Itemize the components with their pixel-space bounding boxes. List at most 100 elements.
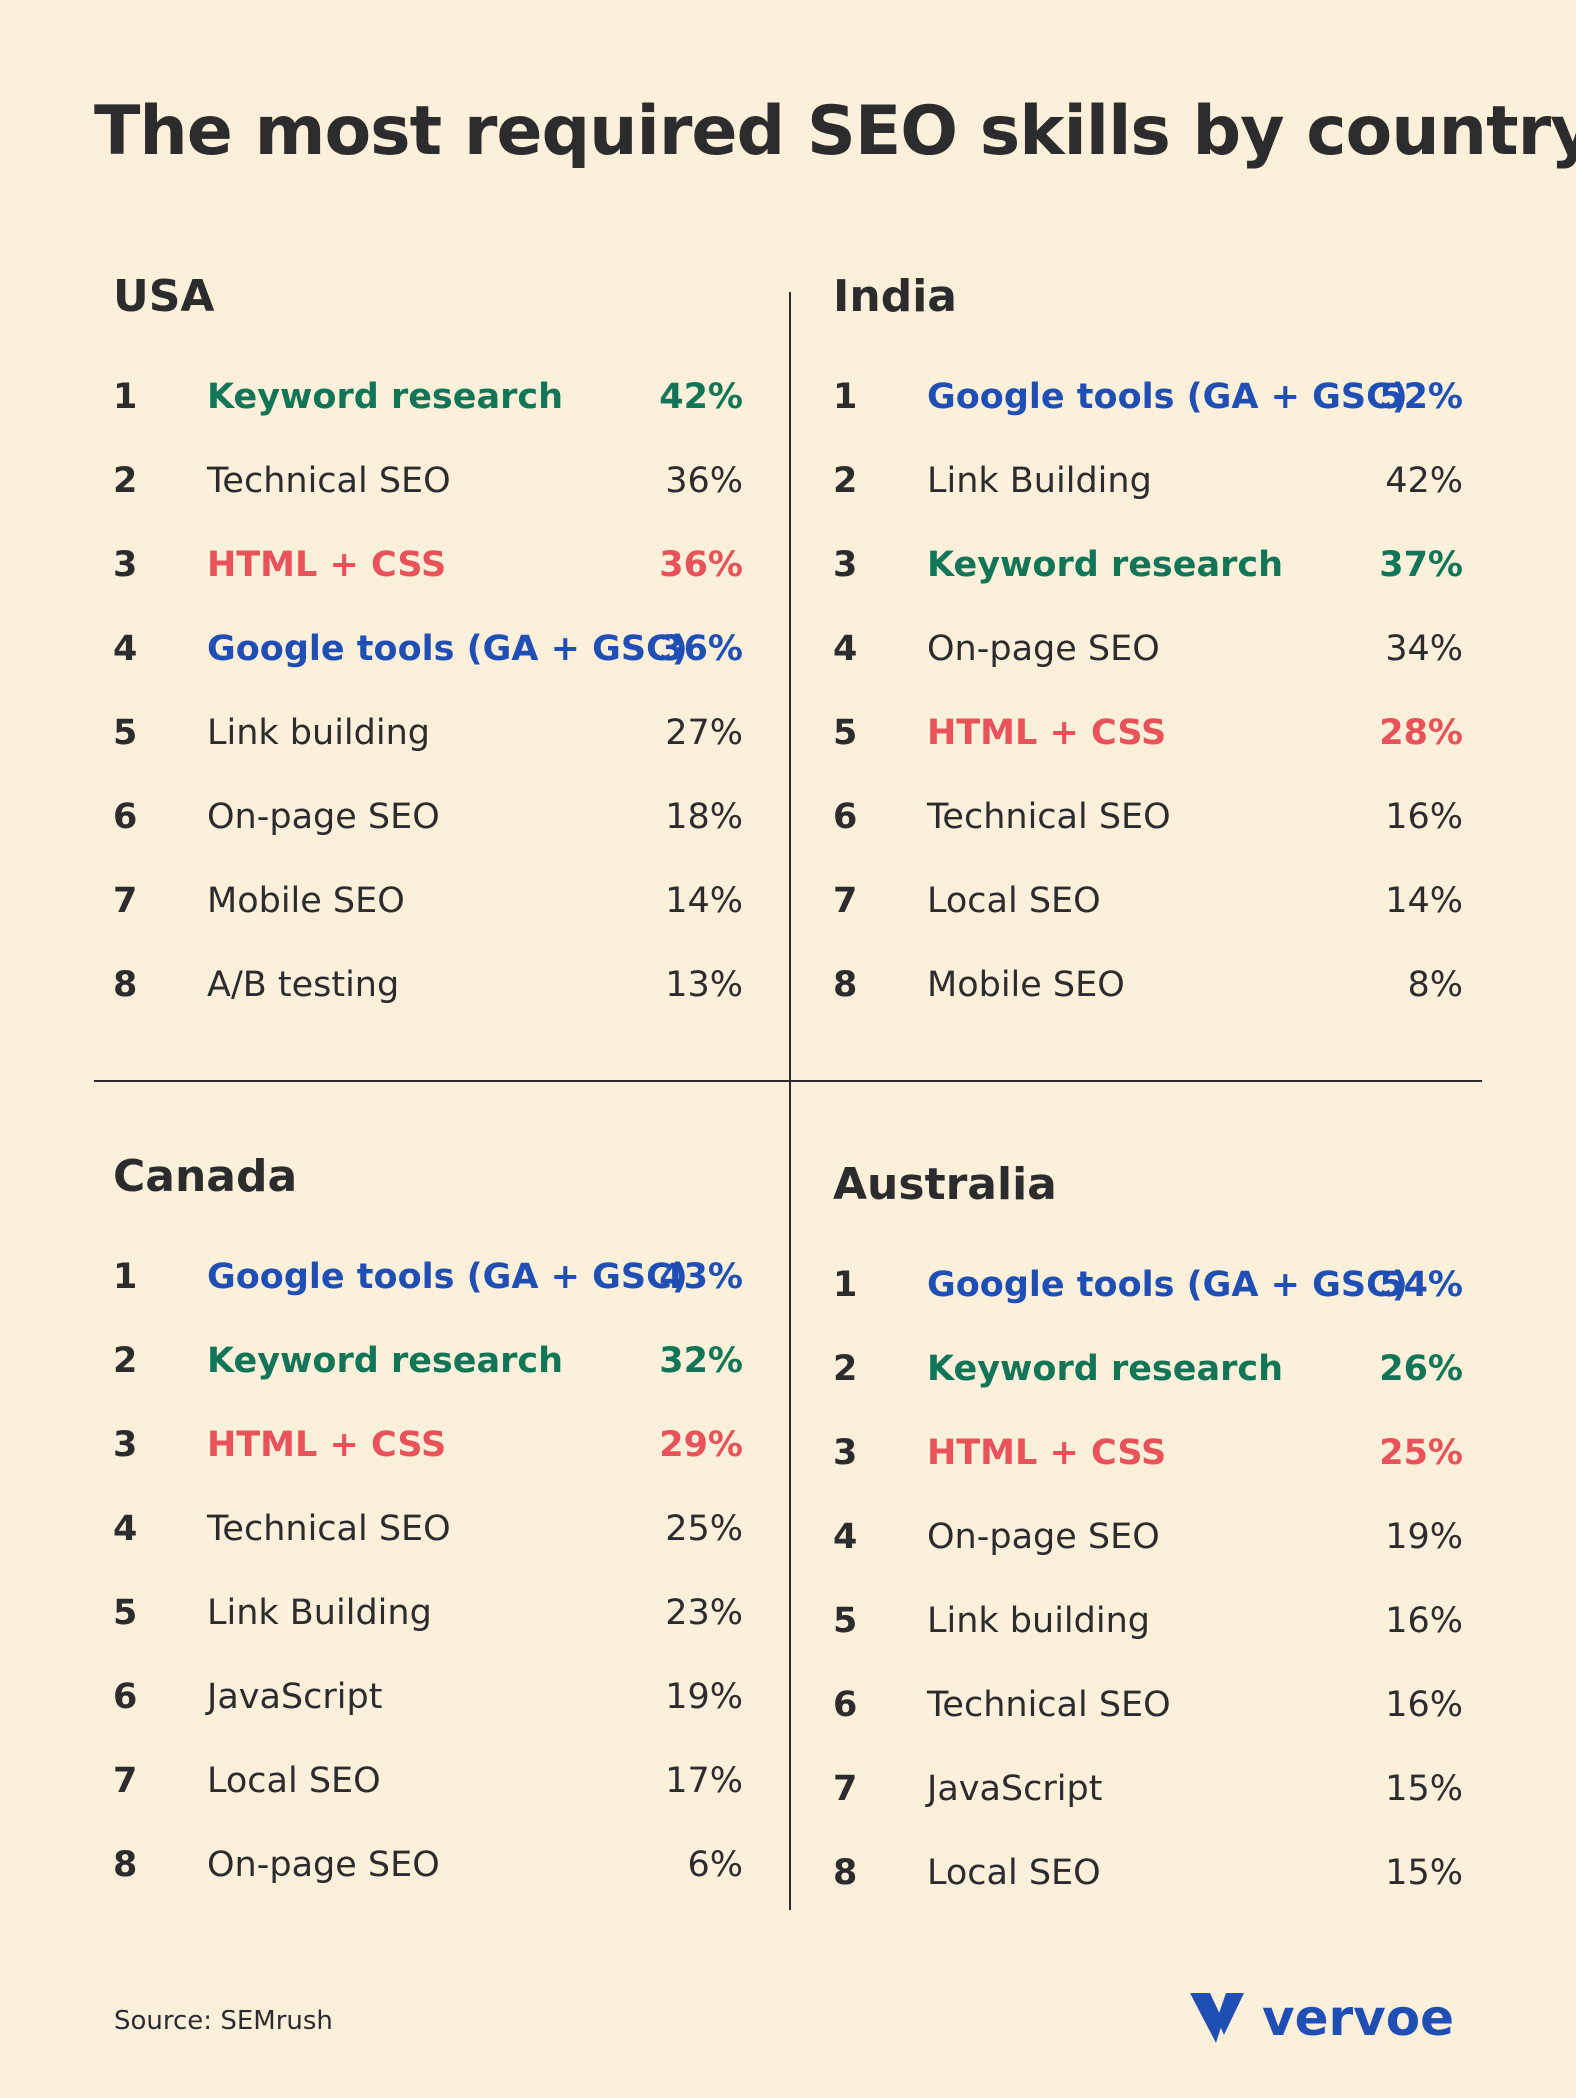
skill-label: A/B testing bbox=[207, 965, 400, 1005]
percent-label: 16% bbox=[1385, 1601, 1463, 1641]
rank-label: 4 bbox=[833, 1517, 858, 1557]
table-row: 8 Local SEO 15% bbox=[833, 1848, 1463, 1898]
table-row: 2 Keyword research 32% bbox=[113, 1336, 743, 1386]
percent-label: 29% bbox=[659, 1425, 743, 1465]
skill-label: On-page SEO bbox=[927, 629, 1160, 669]
percent-label: 14% bbox=[1385, 881, 1463, 921]
rank-label: 6 bbox=[113, 1677, 138, 1717]
table-row: 6 Technical SEO 16% bbox=[833, 792, 1463, 842]
skill-label: Google tools (GA + GSC) bbox=[927, 1265, 1408, 1305]
table-row: 5 HTML + CSS 28% bbox=[833, 708, 1463, 758]
skill-label: HTML + CSS bbox=[207, 545, 447, 585]
percent-label: 32% bbox=[659, 1341, 743, 1381]
table-row: 7 Local SEO 17% bbox=[113, 1756, 743, 1806]
vervoe-v-icon bbox=[1190, 1993, 1244, 2043]
rank-label: 2 bbox=[833, 1349, 858, 1389]
table-row: 5 Link building 16% bbox=[833, 1596, 1463, 1646]
table-row: 8 A/B testing 13% bbox=[113, 960, 743, 1010]
rank-label: 3 bbox=[113, 1425, 138, 1465]
skill-label: HTML + CSS bbox=[207, 1425, 447, 1465]
table-row: 4 On-page SEO 19% bbox=[833, 1512, 1463, 1562]
rank-label: 8 bbox=[833, 1853, 858, 1893]
brand-logo: vervoe bbox=[1190, 1988, 1454, 2048]
table-row: 1 Google tools (GA + GSC) 52% bbox=[833, 372, 1463, 422]
percent-label: 36% bbox=[665, 461, 743, 501]
skill-label: Keyword research bbox=[927, 1349, 1284, 1389]
vertical-divider bbox=[789, 292, 791, 1910]
percent-label: 25% bbox=[1379, 1433, 1463, 1473]
rank-label: 4 bbox=[113, 1509, 138, 1549]
table-row: 8 On-page SEO 6% bbox=[113, 1840, 743, 1890]
skill-label: Keyword research bbox=[207, 377, 564, 417]
table-row: 1 Google tools (GA + GSC) 54% bbox=[833, 1260, 1463, 1310]
rank-label: 4 bbox=[113, 629, 138, 669]
percent-label: 37% bbox=[1379, 545, 1463, 585]
rank-label: 1 bbox=[833, 377, 858, 417]
percent-label: 27% bbox=[665, 713, 743, 753]
rank-label: 1 bbox=[833, 1265, 858, 1305]
rank-label: 2 bbox=[113, 461, 138, 501]
country-title: Australia bbox=[833, 1159, 1057, 1210]
percent-label: 8% bbox=[1407, 965, 1463, 1005]
rank-label: 7 bbox=[833, 881, 858, 921]
percent-label: 36% bbox=[659, 545, 743, 585]
skill-label: JavaScript bbox=[927, 1769, 1103, 1809]
rank-label: 7 bbox=[113, 1761, 138, 1801]
percent-label: 36% bbox=[659, 629, 743, 669]
table-row: 1 Keyword research 42% bbox=[113, 372, 743, 422]
rank-label: 6 bbox=[833, 797, 858, 837]
rank-label: 6 bbox=[833, 1685, 858, 1725]
skill-label: Google tools (GA + GSC) bbox=[207, 1257, 688, 1297]
rank-label: 5 bbox=[833, 1601, 858, 1641]
table-row: 4 Google tools (GA + GSC) 36% bbox=[113, 624, 743, 674]
rank-label: 6 bbox=[113, 797, 138, 837]
rank-label: 8 bbox=[113, 1845, 138, 1885]
skill-label: Mobile SEO bbox=[207, 881, 405, 921]
percent-label: 25% bbox=[665, 1509, 743, 1549]
rank-label: 5 bbox=[833, 713, 858, 753]
skill-label: On-page SEO bbox=[207, 797, 440, 837]
skill-label: Technical SEO bbox=[927, 1685, 1171, 1725]
country-title: Canada bbox=[113, 1151, 298, 1202]
table-row: 5 Link building 27% bbox=[113, 708, 743, 758]
percent-label: 16% bbox=[1385, 797, 1463, 837]
rank-label: 3 bbox=[833, 1433, 858, 1473]
rank-label: 8 bbox=[113, 965, 138, 1005]
page-title: The most required SEO skills by country bbox=[94, 92, 1576, 171]
skill-label: Technical SEO bbox=[207, 461, 451, 501]
table-row: 5 Link Building 23% bbox=[113, 1588, 743, 1638]
percent-label: 34% bbox=[1385, 629, 1463, 669]
percent-label: 54% bbox=[1379, 1265, 1463, 1305]
skill-label: Google tools (GA + GSC) bbox=[927, 377, 1408, 417]
skill-label: Technical SEO bbox=[207, 1509, 451, 1549]
rank-label: 2 bbox=[833, 461, 858, 501]
percent-label: 43% bbox=[659, 1257, 743, 1297]
skill-label: Technical SEO bbox=[927, 797, 1171, 837]
percent-label: 6% bbox=[687, 1845, 743, 1885]
rank-label: 7 bbox=[113, 881, 138, 921]
table-row: 7 Mobile SEO 14% bbox=[113, 876, 743, 926]
rank-label: 1 bbox=[113, 1257, 138, 1297]
percent-label: 17% bbox=[665, 1761, 743, 1801]
rank-label: 4 bbox=[833, 629, 858, 669]
percent-label: 42% bbox=[659, 377, 743, 417]
percent-label: 23% bbox=[665, 1593, 743, 1633]
table-row: 8 Mobile SEO 8% bbox=[833, 960, 1463, 1010]
skill-label: Local SEO bbox=[927, 881, 1101, 921]
skill-label: Google tools (GA + GSC) bbox=[207, 629, 688, 669]
table-row: 6 JavaScript 19% bbox=[113, 1672, 743, 1722]
table-row: 3 HTML + CSS 36% bbox=[113, 540, 743, 590]
skill-label: Link Building bbox=[927, 461, 1152, 501]
table-row: 2 Link Building 42% bbox=[833, 456, 1463, 506]
skill-label: On-page SEO bbox=[207, 1845, 440, 1885]
rank-label: 5 bbox=[113, 1593, 138, 1633]
country-title: USA bbox=[113, 271, 215, 322]
skill-label: Link Building bbox=[207, 1593, 432, 1633]
skill-label: Link building bbox=[207, 713, 430, 753]
rank-label: 5 bbox=[113, 713, 138, 753]
rank-label: 2 bbox=[113, 1341, 138, 1381]
skill-label: On-page SEO bbox=[927, 1517, 1160, 1557]
percent-label: 19% bbox=[1385, 1517, 1463, 1557]
table-row: 6 On-page SEO 18% bbox=[113, 792, 743, 842]
table-row: 2 Keyword research 26% bbox=[833, 1344, 1463, 1394]
